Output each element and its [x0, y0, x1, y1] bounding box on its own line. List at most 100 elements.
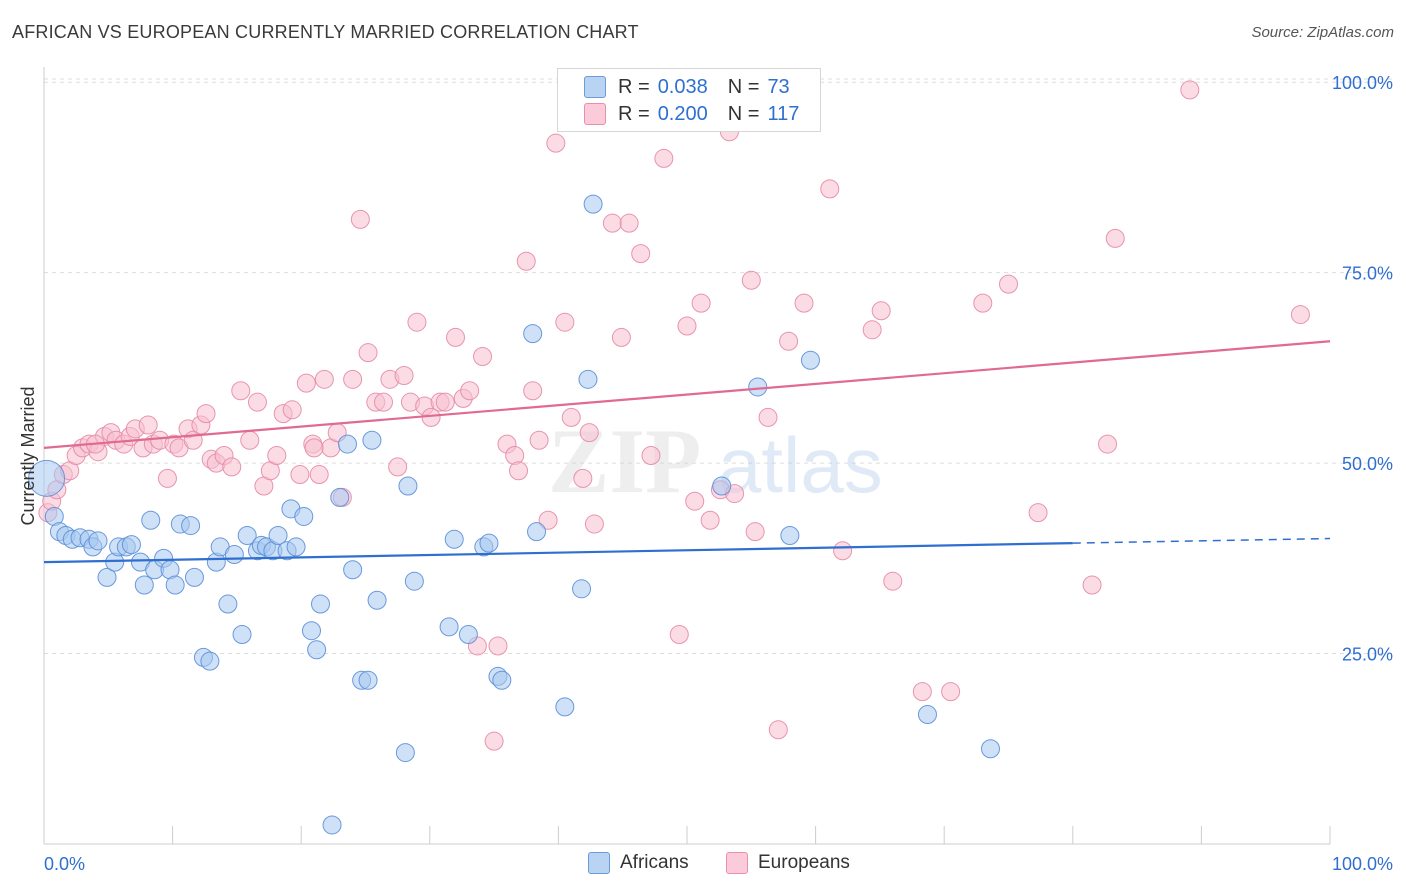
africans-point: [28, 459, 66, 497]
africans-point: [492, 670, 512, 690]
europeans-point: [691, 293, 711, 313]
europeans-points: [38, 80, 1310, 751]
europeans-point: [779, 331, 799, 351]
europeans-point: [883, 571, 903, 591]
europeans-point: [573, 468, 593, 488]
europeans-point: [282, 400, 302, 420]
europeans-point: [999, 274, 1018, 294]
correlation-legend: R = 0.038 N = 73 R = 0.200 N = 117: [557, 68, 821, 132]
r-label: R =: [618, 102, 650, 125]
watermark-atlas: atlas: [718, 421, 883, 509]
europeans-point: [700, 510, 720, 530]
europeans-point: [631, 244, 651, 264]
africans-point: [362, 430, 382, 450]
europeans-point: [435, 392, 455, 412]
europeans-point: [941, 682, 961, 702]
africans-point: [294, 506, 314, 526]
europeans-point: [138, 415, 158, 435]
africans-point: [527, 522, 547, 542]
chart-title: AFRICAN VS EUROPEAN CURRENTLY MARRIED CO…: [12, 22, 639, 42]
europeans-point: [388, 457, 408, 477]
europeans-point: [296, 373, 316, 393]
watermark-zip: ZIP: [548, 410, 701, 512]
europeans-point: [555, 312, 575, 332]
europeans-point: [745, 522, 765, 542]
source-label: Source: ZipAtlas.com: [1251, 24, 1394, 41]
europeans-point: [231, 381, 251, 401]
africans-point: [237, 525, 257, 545]
europeans-point: [484, 731, 504, 751]
africans-point: [232, 625, 252, 645]
africans-point: [439, 617, 459, 637]
europeans-point: [871, 301, 891, 321]
europeans-point: [304, 438, 324, 458]
europeans-point: [561, 407, 581, 427]
africans-point: [134, 575, 154, 595]
europeans-n-value: 117: [767, 102, 800, 125]
africans-point: [141, 510, 161, 530]
europeans-point: [350, 209, 370, 229]
europeans-point: [758, 407, 778, 427]
europeans-point: [538, 510, 558, 530]
africans-point: [322, 815, 342, 835]
europeans-point: [768, 720, 788, 740]
africans-point: [88, 531, 108, 551]
europeans-point: [1028, 503, 1048, 523]
africans-point: [268, 525, 288, 545]
europeans-point: [579, 423, 599, 443]
africans-point: [121, 535, 141, 555]
africans-point: [358, 670, 378, 690]
europeans-point: [394, 366, 414, 386]
grid-lines: [44, 78, 1395, 655]
africans-r-value: 0.038: [657, 75, 708, 98]
africans-point: [165, 575, 185, 595]
x-tick-label: 0.0%: [44, 854, 85, 874]
europeans-legend-swatch: [726, 852, 748, 874]
europeans-point: [669, 625, 689, 645]
africans-point: [301, 621, 321, 641]
africans-legend-label: Africans: [620, 852, 689, 873]
y-tick-label: 100.0%: [1332, 73, 1393, 93]
europeans-swatch: [584, 103, 606, 125]
africans-point: [578, 369, 598, 389]
europeans-point: [460, 381, 480, 401]
europeans-point: [314, 369, 334, 389]
europeans-point: [1098, 434, 1118, 454]
africans-point: [523, 324, 543, 344]
africans-points: [28, 194, 1000, 835]
africans-point: [404, 571, 424, 591]
europeans-point: [240, 430, 260, 450]
europeans-point: [358, 343, 378, 363]
africans-point: [330, 487, 350, 507]
europeans-point: [309, 465, 329, 485]
africans-point: [200, 651, 220, 671]
europeans-point: [407, 312, 427, 332]
x-tick-label: 100.0%: [1332, 854, 1393, 874]
africans-point: [583, 194, 603, 214]
europeans-point: [833, 541, 853, 561]
africans-point: [458, 625, 478, 645]
africans-trend-extension: [1072, 537, 1331, 544]
africans-point: [395, 743, 415, 763]
europeans-point: [619, 213, 639, 233]
watermark: ZIP atlas: [548, 410, 883, 512]
trend-lines: [43, 340, 1331, 564]
africans-point: [800, 350, 820, 370]
africans-trend-line: [43, 542, 1073, 564]
europeans-point: [516, 251, 536, 271]
africans-point: [310, 594, 330, 614]
axes: [43, 67, 1331, 845]
africans-point: [917, 705, 937, 724]
africans-point: [184, 567, 204, 587]
europeans-point: [1082, 575, 1102, 595]
europeans-point: [602, 213, 622, 233]
africans-point: [367, 590, 387, 610]
europeans-point: [794, 293, 814, 313]
africans-point: [572, 579, 592, 599]
europeans-point: [1105, 228, 1125, 248]
europeans-point: [473, 346, 493, 366]
europeans-point: [157, 468, 177, 488]
europeans-point: [343, 369, 363, 389]
r-label: R =: [618, 75, 650, 98]
